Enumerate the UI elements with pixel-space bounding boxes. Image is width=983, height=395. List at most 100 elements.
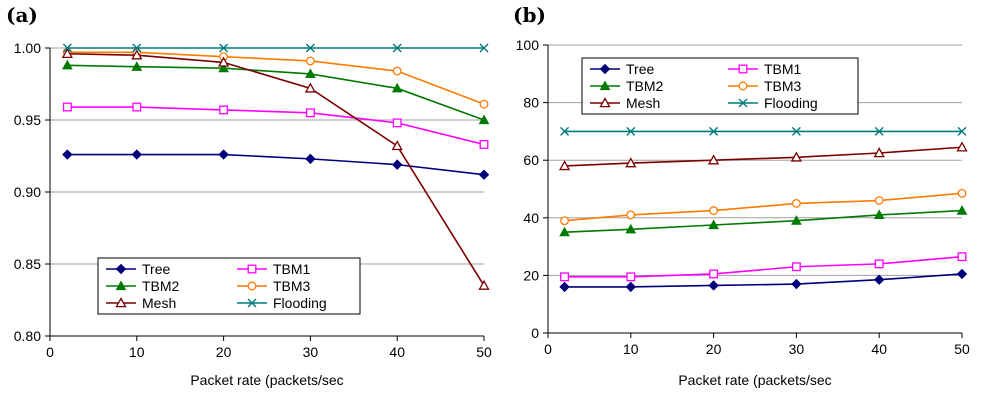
x-tick-label: 50 (954, 341, 970, 357)
legend-label: TBM1 (764, 61, 802, 77)
data-point (62, 43, 72, 53)
data-point (626, 210, 636, 220)
legend-item-tbm2: TBM2 (106, 278, 180, 294)
series-tree (559, 268, 968, 293)
legend-label: Mesh (626, 95, 660, 111)
data-point (791, 278, 802, 290)
x-tick-label: 10 (623, 341, 639, 357)
legend-box (97, 257, 361, 315)
data-point (791, 126, 801, 136)
data-point (956, 268, 968, 280)
chart-a: (a) 0.80 0.85 0.90 0.95 1.00 0 10 20 30 40 50 Packet… (6, 3, 492, 388)
series-line (564, 255, 963, 278)
series-tbm2 (559, 205, 968, 237)
panel-label: (b) (513, 3, 546, 27)
legend-marker (599, 63, 611, 75)
y-tick-label: 0.80 (14, 328, 41, 344)
data-point (132, 43, 142, 53)
data-point (559, 226, 570, 237)
y-tick-label: 0.90 (14, 184, 41, 200)
data-point (709, 206, 719, 216)
data-point (874, 259, 884, 269)
data-point (217, 56, 230, 67)
legend-label: TBM2 (626, 78, 664, 94)
data-point (956, 205, 968, 215)
series-line (67, 52, 485, 287)
data-point (478, 169, 490, 180)
x-tick-label: 40 (871, 341, 887, 357)
legend-marker (599, 97, 611, 108)
data-point (708, 280, 719, 291)
series-line (67, 153, 485, 176)
legend-label: TBM2 (142, 278, 180, 294)
data-point (957, 188, 967, 198)
legend-label: Mesh (142, 295, 176, 311)
y-tick-label: 40 (523, 210, 539, 226)
data-point (131, 149, 143, 160)
data-point (305, 153, 316, 165)
y-tick-label: 20 (523, 267, 539, 283)
panel-label: (a) (6, 3, 38, 27)
legend-marker (599, 80, 611, 91)
data-point (709, 269, 719, 279)
x-tick-label: 50 (476, 344, 492, 360)
x-tick-label: 20 (706, 341, 722, 357)
legend: Tree TBM1 TBM2 TBM3 Mesh Flooding (581, 57, 859, 115)
series-tbm2 (62, 59, 490, 125)
series-flooding (62, 43, 489, 53)
series-line (564, 192, 963, 222)
y-tick-label: 0 (531, 325, 539, 341)
data-point (625, 281, 637, 293)
legend-label: Tree (142, 261, 170, 277)
chart-b: (b) 0 20 40 60 80 100 0 10 20 30 40 50 Packet rate (p… (513, 3, 970, 388)
data-point (392, 66, 402, 76)
legend-box (581, 57, 859, 115)
x-tick-label: 10 (129, 344, 145, 360)
data-point (62, 149, 73, 160)
data-point (956, 141, 968, 152)
data-point (218, 149, 229, 160)
data-point (625, 223, 637, 234)
data-point (957, 126, 967, 136)
legend-item-tbm2: TBM2 (590, 78, 664, 94)
data-point (131, 61, 143, 71)
legend-label: Flooding (273, 295, 327, 311)
data-point (709, 126, 719, 136)
data-point (708, 219, 719, 230)
x-tick-label: 30 (303, 344, 319, 360)
series-tbm3 (560, 188, 967, 226)
legend-marker (247, 281, 257, 291)
legend-item-tbm1: TBM1 (728, 61, 802, 77)
legend-marker (247, 298, 257, 308)
data-point (626, 126, 636, 136)
legend-marker (115, 263, 127, 275)
legend-item-flooding: Flooding (728, 95, 818, 111)
data-point (479, 99, 489, 109)
legend-item-tree: Tree (590, 61, 654, 77)
y-tick-label: 60 (523, 152, 539, 168)
data-point (392, 43, 402, 53)
legend-item-tbm3: TBM3 (728, 78, 802, 94)
data-point (791, 198, 801, 208)
y-tick-label: 1.00 (14, 40, 41, 56)
data-point (219, 105, 229, 115)
data-point (132, 102, 142, 112)
data-point (219, 43, 229, 53)
legend-label: TBM3 (273, 278, 311, 294)
y-tick-label: 80 (523, 95, 539, 111)
legend-label: Flooding (764, 95, 818, 111)
data-point (560, 126, 570, 136)
legend-item-tree: Tree (106, 261, 170, 277)
x-axis-title: Packet rate (packets/sec (190, 372, 343, 388)
legend-item-tbm3: TBM3 (237, 278, 311, 294)
legend-label: Tree (626, 61, 654, 77)
data-point (479, 43, 489, 53)
data-point (791, 215, 802, 225)
x-tick-label: 20 (216, 344, 232, 360)
data-point (478, 279, 490, 290)
x-tick-label: 30 (789, 341, 805, 357)
legend-label: TBM3 (764, 78, 802, 94)
data-point (560, 272, 570, 282)
data-point (479, 140, 489, 149)
